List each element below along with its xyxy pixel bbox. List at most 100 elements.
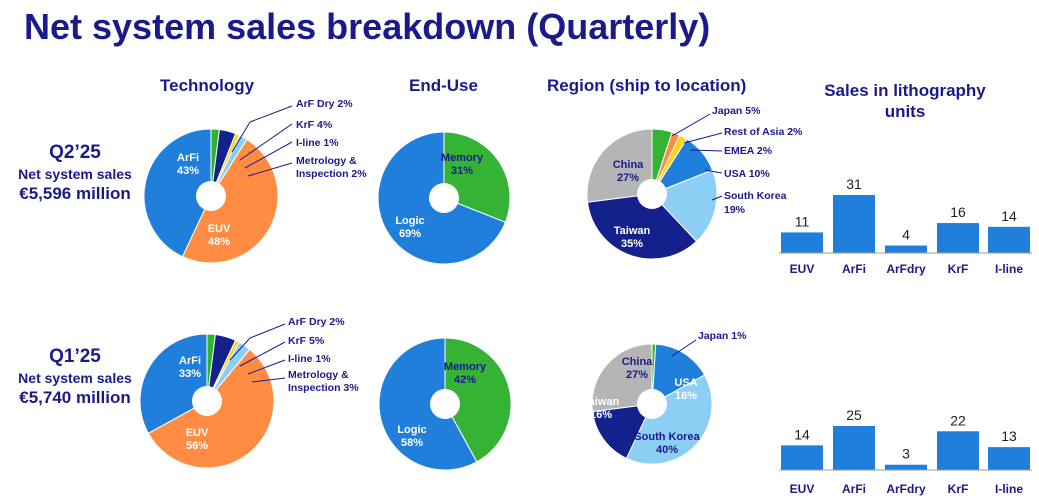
euv-slice-name: EUV [186, 427, 209, 439]
donut-hole [430, 389, 460, 419]
i-line-label: I-line 1% [296, 137, 339, 149]
memory-slice-name: Memory [444, 361, 487, 373]
pie-slice-china [586, 128, 653, 203]
metrology-label-line2: Inspection 3% [288, 382, 359, 394]
south-korea-slice-name: South Korea [634, 431, 700, 443]
metrology-label-line1: Metrology & [288, 369, 349, 381]
bar-euv [781, 445, 823, 470]
leader-line [249, 323, 286, 339]
south-korea-label-line1: South Korea [724, 190, 787, 202]
china-slice-name: China [622, 356, 653, 368]
leader-line [239, 123, 293, 161]
pie-region-q2: Japan 5% Rest of Asia 2% EMEA 2% USA 10%… [586, 105, 803, 260]
i-line-label: I-line 1% [288, 353, 331, 365]
metrology-label-line2: Inspection 2% [296, 168, 367, 180]
bar-value-label: 11 [795, 213, 810, 229]
bar-value-label: 31 [846, 176, 862, 192]
leader-line [244, 141, 293, 169]
pie-slice-china [591, 343, 653, 413]
pie-slice-taiwan [591, 403, 653, 459]
china-slice-value: 27% [617, 172, 639, 184]
pie-slice-arfi [143, 128, 212, 258]
bar-krf [937, 431, 979, 470]
leader-line [704, 169, 723, 174]
net-sales-amount: €5,740 million [19, 388, 131, 407]
bar-arfdry [885, 464, 927, 470]
euv-slice-name: EUV [208, 223, 231, 235]
row-label-q1: Q1’25 Net system sales €5,740 million [0, 346, 150, 408]
column-header-region: Region (ship to location) [547, 76, 747, 95]
memory-slice-value: 31% [451, 165, 473, 177]
pie-slice-memory [444, 337, 512, 463]
taiwan-slice-name: Taiwan [614, 225, 651, 237]
donut-hole [429, 183, 459, 213]
leader-line [689, 149, 723, 152]
euv-slice-value: 48% [208, 236, 230, 248]
net-sales-amount: €5,596 million [19, 184, 131, 203]
arf-dry-label: ArF Dry 2% [288, 316, 345, 328]
row-label-q2: Q2’25 Net system sales €5,596 million [0, 142, 150, 204]
usa-slice-value: 16% [675, 390, 697, 402]
pie-slice-south-korea [651, 169, 718, 243]
logic-slice-name: Logic [395, 215, 424, 227]
donut-hole [637, 179, 667, 209]
emea-label: EMEA 2% [724, 145, 773, 157]
category-tick-label: ArFi [842, 262, 866, 276]
category-tick-label: EUV [790, 482, 815, 496]
bar-value-label: 4 [902, 227, 910, 243]
leader-line [683, 132, 723, 144]
category-tick-label: KrF [948, 482, 969, 496]
pie-region-q1: Japan 1% USA 16% South Korea 40% Taiwan … [583, 330, 747, 465]
china-slice-value: 27% [626, 369, 648, 381]
category-tick-label: I-line [995, 482, 1023, 496]
donut-hole [192, 386, 222, 416]
column-header-units-line1: Sales in lithography [824, 81, 986, 100]
bar-arfdry [885, 245, 927, 253]
leader-line [671, 339, 697, 357]
pie-slice-euv [181, 138, 279, 264]
bar-chart-units-q2: 11 EUV 31 ArFi 4 ArFdry 16 KrF 14 I-line [779, 176, 1032, 276]
pie-technology-q1: ArFi 33% EUV 56% ArF Dry 2% KrF 5% I-lin… [139, 316, 359, 469]
category-tick-label: ArFdry [886, 482, 926, 496]
bar-euv [781, 232, 823, 253]
leader-line [229, 337, 251, 361]
category-tick-label: EUV [790, 262, 815, 276]
bar-value-label: 3 [902, 446, 910, 462]
leader-line [231, 121, 251, 153]
arfi-slice-name: ArFi [177, 152, 199, 164]
bar-value-label: 14 [794, 426, 810, 442]
pie-slice-logic [378, 337, 478, 471]
donut-hole [637, 389, 667, 419]
arfi-slice-value: 33% [179, 368, 201, 380]
quarter-label: Q2’25 [49, 142, 101, 163]
taiwan-slice-value: 16% [590, 409, 612, 421]
leader-line [239, 341, 286, 367]
column-header-technology: Technology [160, 76, 255, 95]
taiwan-slice-value: 35% [621, 238, 643, 250]
bar-value-label: 22 [950, 412, 966, 428]
leader-line [251, 377, 286, 383]
bar-i-line [988, 447, 1030, 470]
net-sales-caption: Net system sales [18, 166, 132, 182]
donut-hole [196, 181, 226, 211]
logic-slice-name: Logic [397, 424, 426, 436]
krf-label: KrF 5% [288, 335, 325, 347]
bar-arfi [833, 195, 875, 253]
pie-slice-arfi [139, 333, 208, 434]
logic-slice-value: 69% [399, 228, 421, 240]
leader-line [671, 113, 711, 137]
pie-slice-memory [443, 131, 511, 223]
arfi-slice-value: 43% [177, 165, 199, 177]
net-sales-caption: Net system sales [18, 370, 132, 386]
arf-dry-label: ArF Dry 2% [296, 98, 353, 110]
pie-end-use-q2: Memory 31% Logic 69% [377, 131, 511, 265]
category-tick-label: KrF [948, 262, 969, 276]
usa-slice-name: USA [674, 377, 697, 389]
pie-slice-south-korea [625, 374, 713, 465]
south-korea-label-line2: 19% [724, 204, 746, 216]
leader-line [249, 105, 293, 123]
arfi-slice-name: ArFi [179, 355, 201, 367]
column-header-units: Sales in lithography units [790, 80, 1020, 122]
south-korea-slice-value: 40% [656, 444, 678, 456]
